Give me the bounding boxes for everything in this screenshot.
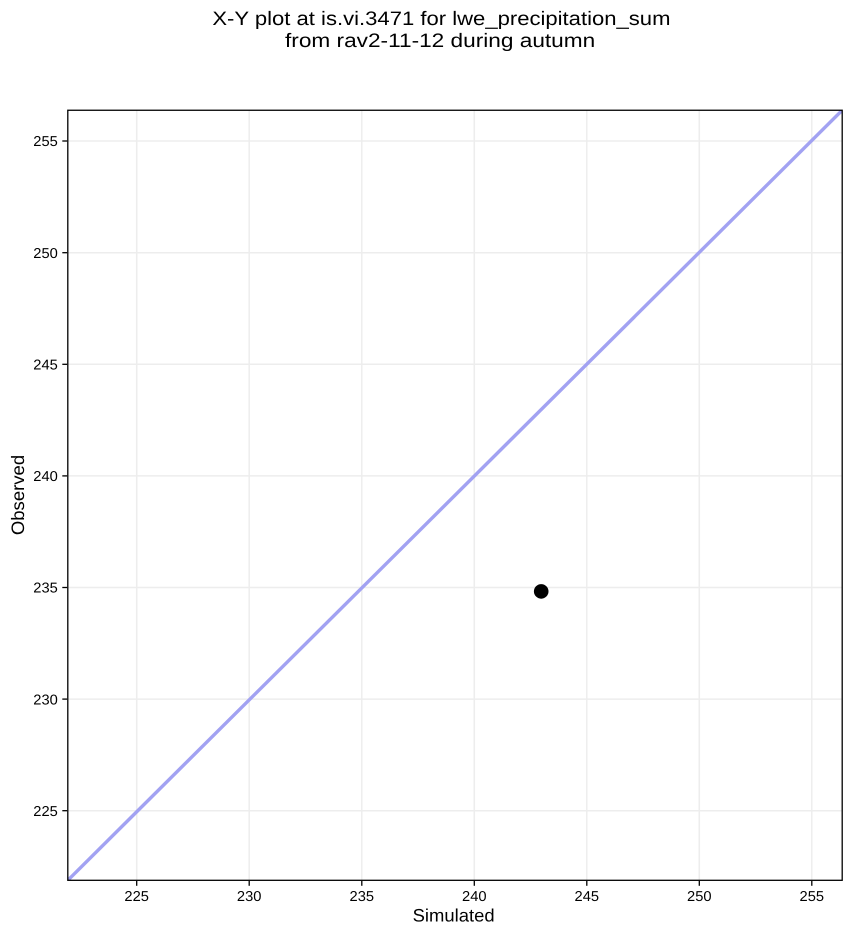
svg-text:250: 250 bbox=[33, 246, 58, 262]
svg-text:235: 235 bbox=[33, 581, 58, 597]
svg-text:230: 230 bbox=[237, 889, 262, 905]
svg-text:240: 240 bbox=[33, 469, 58, 485]
svg-text:X-Y plot at is.vi.3471 for lwe: X-Y plot at is.vi.3471 for lwe_precipita… bbox=[212, 8, 670, 30]
svg-text:225: 225 bbox=[33, 804, 58, 820]
svg-text:from rav2-11-12 during autumn: from rav2-11-12 during autumn bbox=[285, 30, 595, 52]
svg-text:255: 255 bbox=[33, 134, 58, 150]
svg-text:Simulated: Simulated bbox=[413, 906, 495, 926]
svg-text:235: 235 bbox=[350, 889, 375, 905]
svg-text:245: 245 bbox=[575, 889, 600, 905]
svg-text:255: 255 bbox=[800, 889, 825, 905]
svg-text:240: 240 bbox=[462, 889, 487, 905]
svg-text:Observed: Observed bbox=[8, 455, 28, 535]
svg-text:225: 225 bbox=[124, 889, 149, 905]
svg-text:250: 250 bbox=[687, 889, 712, 905]
svg-text:245: 245 bbox=[33, 358, 58, 374]
svg-text:230: 230 bbox=[33, 692, 58, 708]
